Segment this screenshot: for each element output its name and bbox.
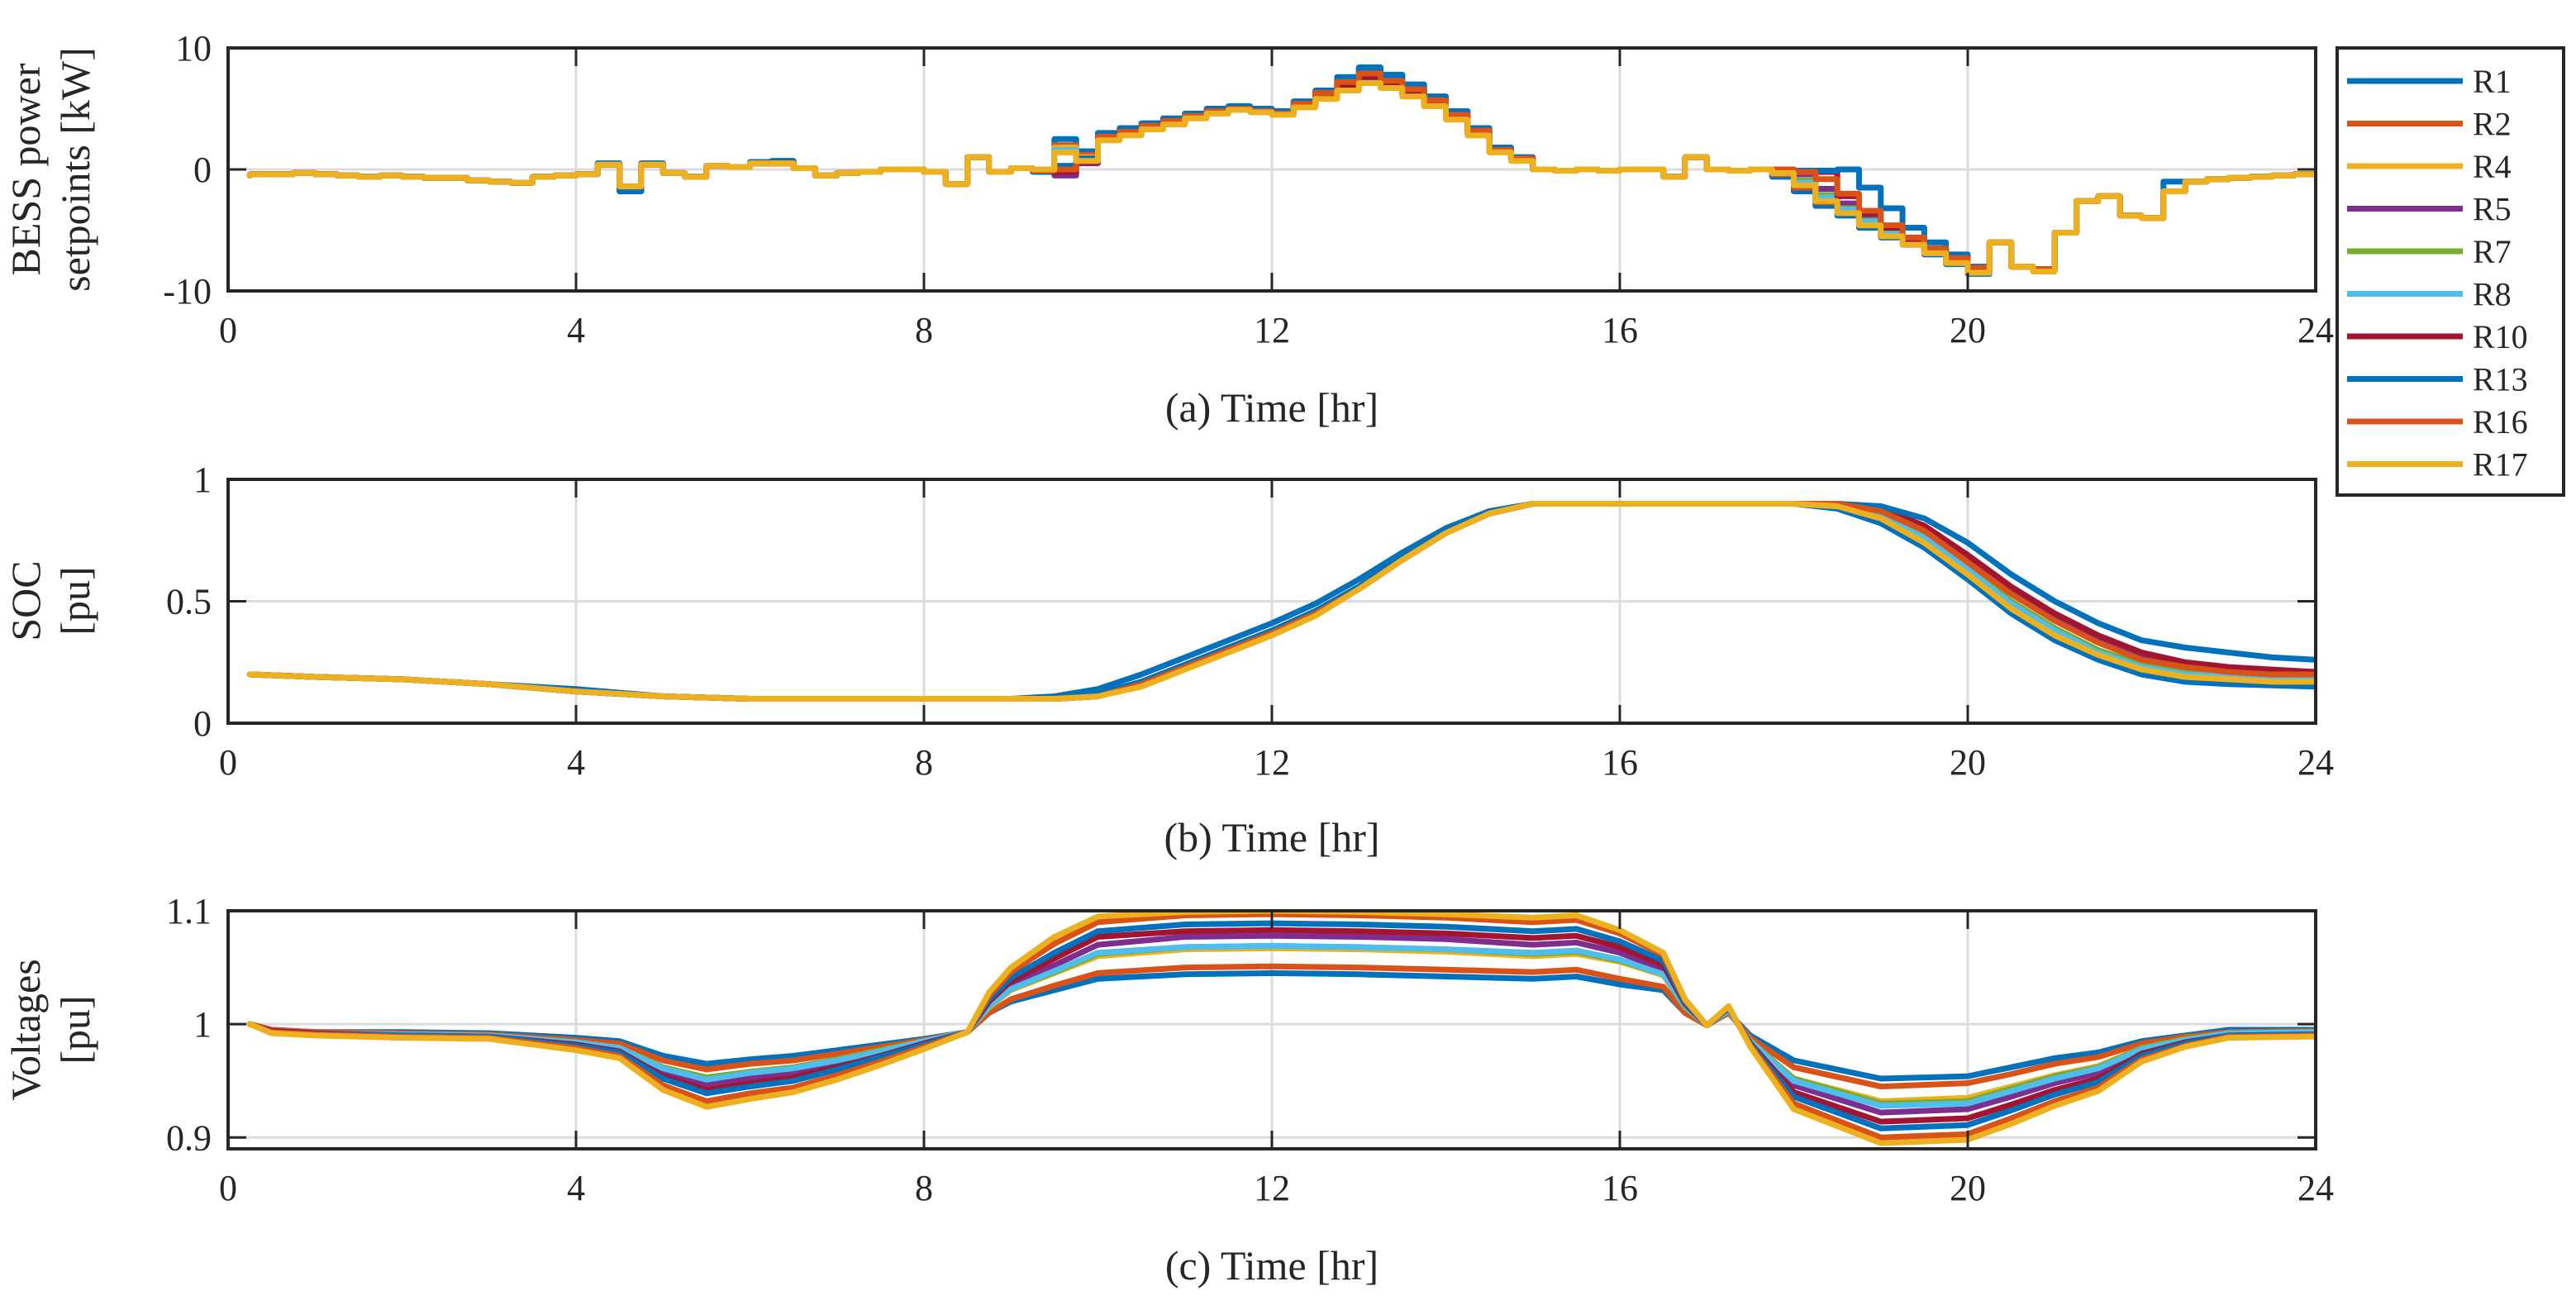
series-line-b-r17: [246, 501, 2316, 702]
panel-c-voltages: 0 4 8 12 16 20 24 0.9 1 1.1 (c) Time [hr] Voltages[…: [2, 891, 2334, 1289]
x-tick-label-a: 24: [2297, 310, 2334, 350]
x-tick-label-c: 20: [1950, 1168, 1986, 1208]
y-axis-label-c-line2: [pu]: [52, 995, 98, 1064]
legend-label: R5: [2473, 191, 2512, 228]
x-tick-label-b: 0: [219, 742, 237, 783]
legend-item-r1: R1: [2347, 63, 2512, 100]
y-tick-label-a: -10: [163, 271, 212, 312]
x-tick-label-c: 4: [567, 1168, 585, 1208]
x-tick-label-a: 16: [1602, 310, 1638, 350]
x-tick-label-c: 24: [2297, 1168, 2334, 1208]
series-line-c-r17: [246, 911, 2316, 1146]
y-tick-label-c: 0.9: [166, 1117, 212, 1158]
y-tick-label-c: 1.1: [166, 891, 212, 931]
y-tick-label-c: 1: [193, 1004, 212, 1045]
y-axis-label-b-line1: SOC: [2, 560, 49, 641]
x-tick-label-a: 20: [1950, 310, 1986, 350]
legend-label: R17: [2473, 446, 2528, 484]
legend-item-r10: R10: [2347, 318, 2528, 355]
legend-label: R1: [2473, 63, 2512, 100]
x-axis-label-c: (c) Time [hr]: [1165, 1242, 1378, 1289]
y-tick-label-b: 0.5: [166, 582, 212, 622]
legend-frame: [2336, 46, 2565, 497]
x-tick-label-c: 8: [915, 1168, 933, 1208]
legend-item-r13: R13: [2347, 361, 2528, 398]
series-line-c-r2: [246, 963, 2316, 1090]
y-axis-label-a-line1: BESS power: [2, 63, 49, 275]
x-tick-label-b: 16: [1602, 742, 1638, 783]
legend-item-r8: R8: [2347, 276, 2512, 313]
legend-item-r16: R16: [2347, 403, 2528, 441]
x-tick-label-c: 16: [1602, 1168, 1638, 1208]
legend-item-r7: R7: [2347, 233, 2512, 270]
x-tick-label-b: 24: [2297, 742, 2334, 783]
legend-label: R4: [2473, 148, 2512, 185]
x-tick-label-b: 12: [1254, 742, 1290, 783]
legend-item-r5: R5: [2347, 191, 2512, 228]
x-tick-label-a: 12: [1254, 310, 1290, 350]
legend-label: R10: [2473, 318, 2528, 355]
y-axis-label-a-line2: setpoints [kW]: [52, 47, 98, 292]
x-tick-label-c: 12: [1254, 1168, 1290, 1208]
x-tick-label-b: 20: [1950, 742, 1986, 783]
x-axis-label-a: (a) Time [hr]: [1165, 384, 1378, 431]
legend-label: R8: [2473, 276, 2512, 313]
series-line-c-r8: [246, 943, 2316, 1109]
y-tick-label-b: 1: [193, 460, 212, 500]
legend-label: R7: [2473, 233, 2512, 270]
x-tick-label-b: 4: [567, 742, 585, 783]
legend: R1 R2 R4 R5 R7 R8 R10 R13 R16 R17: [2336, 46, 2565, 497]
x-tick-label-c: 0: [219, 1168, 237, 1208]
y-axis-label-b-line2: [pu]: [52, 566, 98, 635]
x-tick-label-a: 0: [219, 310, 237, 350]
y-tick-label-b: 0: [193, 703, 212, 744]
x-axis-label-b: (b) Time [hr]: [1164, 814, 1379, 860]
x-tick-label-b: 8: [915, 742, 933, 783]
legend-item-r4: R4: [2347, 148, 2512, 185]
series-line-c-r1: [246, 969, 2316, 1082]
y-tick-label-a: 0: [193, 150, 212, 190]
legend-label: R16: [2473, 403, 2528, 441]
legend-label: R13: [2473, 361, 2528, 398]
legend-item-r2: R2: [2347, 106, 2512, 143]
x-tick-label-a: 8: [915, 310, 933, 350]
legend-item-r17: R17: [2347, 446, 2528, 484]
series-line-a-r17: [246, 80, 2316, 276]
x-tick-label-a: 4: [567, 310, 585, 350]
legend-label: R2: [2473, 106, 2512, 143]
y-axis-label-c-line1: Voltages: [2, 959, 49, 1100]
y-tick-label-a: 10: [175, 28, 212, 69]
panel-b-soc: 0 4 8 12 16 20 24 0 0.5 1 (b) Time [hr] SOC [pu]: [2, 460, 2334, 860]
